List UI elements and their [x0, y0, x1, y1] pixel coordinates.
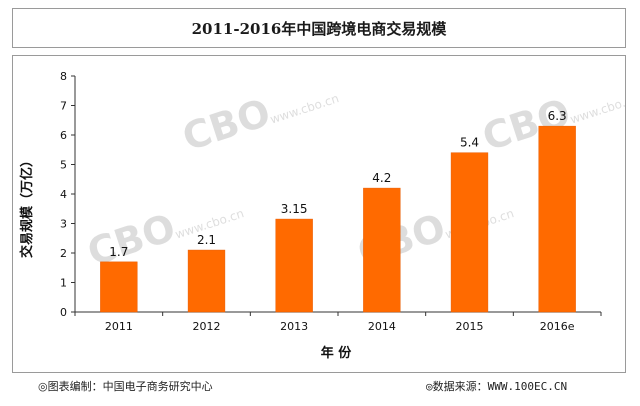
y-tick-label: 2: [60, 247, 67, 260]
watermark-logo: CBO: [177, 90, 275, 159]
data-label-2012: 2.1: [197, 233, 216, 247]
x-tick-label-2016e: 2016e: [540, 320, 575, 333]
bar-2015: [450, 152, 489, 313]
watermark-url: www.cbo.cn: [268, 91, 340, 126]
y-tick-label: 8: [60, 70, 67, 83]
y-tick-label: 0: [60, 306, 67, 319]
x-axis: 2011 2012 2013 2014 2015 2016e: [74, 311, 602, 333]
y-tick-label: 5: [60, 159, 67, 172]
y-axis: 0 1 2 3 4 5 6 7 8: [60, 70, 76, 319]
chart-panel: CBOwww.cbo.cnCBOwww.cbo.cnCBOwww.cbo.cnC…: [12, 55, 640, 373]
x-tick-label-2012: 2012: [193, 320, 221, 333]
footer-data-source: ◎数据来源：WWW.100EC.CN: [426, 380, 568, 393]
y-tick-label: 1: [60, 277, 67, 290]
bar-2013: [275, 218, 313, 313]
data-label-2013: 3.15: [281, 202, 308, 216]
data-label-2016e: 6.3: [548, 109, 567, 123]
chart-title-box: 2011-2016年中国跨境电商交易规模: [12, 8, 626, 48]
data-label-2015: 5.4: [460, 136, 479, 150]
y-tick-label: 6: [60, 129, 67, 142]
bar-2012: [187, 249, 226, 313]
data-label-2014: 4.2: [372, 171, 391, 185]
bar-2016e: [538, 125, 576, 313]
footer-compiled-by: ◎图表编制：中国电子商务研究中心: [38, 380, 213, 393]
x-tick-label-2014: 2014: [368, 320, 396, 333]
y-axis-title: 交易规模（万亿）: [19, 154, 35, 258]
chart-title: 2011-2016年中国跨境电商交易规模: [191, 19, 447, 38]
x-axis-title: 年 份: [321, 345, 353, 361]
y-tick-label: 4: [60, 188, 67, 201]
bar-2014: [363, 187, 401, 313]
bar-chart: CBOwww.cbo.cnCBOwww.cbo.cnCBOwww.cbo.cnC…: [19, 70, 640, 361]
bars: [100, 125, 576, 313]
y-tick-label: 3: [60, 218, 67, 231]
bar-2011: [100, 261, 138, 313]
x-tick-label-2015: 2015: [456, 320, 484, 333]
x-tick-label-2011: 2011: [105, 320, 133, 333]
data-labels: 1.7 2.1 3.15 4.2 5.4 6.3: [109, 109, 566, 259]
data-label-2011: 1.7: [109, 245, 128, 259]
y-tick-label: 7: [60, 100, 67, 113]
watermark-url: www.cbo.cn: [568, 91, 625, 126]
x-tick-label-2013: 2013: [280, 320, 308, 333]
